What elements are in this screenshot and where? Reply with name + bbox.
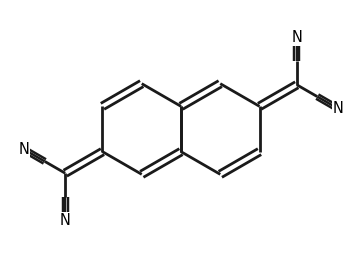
Text: N: N [291, 30, 302, 45]
Text: N: N [332, 101, 343, 116]
Text: N: N [60, 213, 71, 228]
Text: N: N [19, 142, 30, 157]
